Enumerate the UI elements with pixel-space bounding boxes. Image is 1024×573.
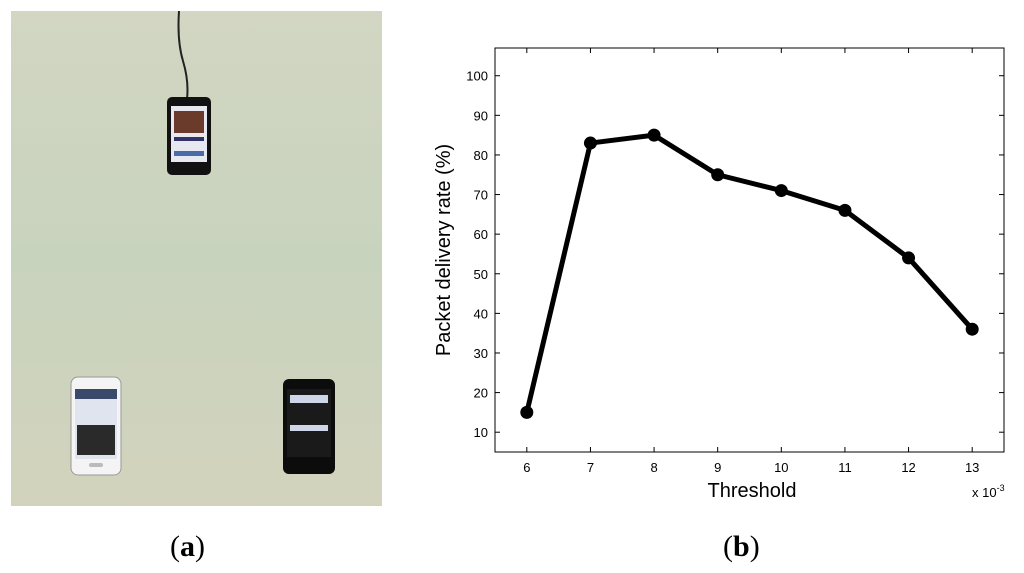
phone-charging-icon bbox=[167, 97, 211, 175]
data-point bbox=[520, 405, 534, 419]
x-multiplier-exponent: -3 bbox=[997, 483, 1005, 493]
x-tick-label: 8 bbox=[650, 460, 657, 475]
data-point bbox=[965, 322, 979, 336]
x-multiplier: x 10-3 bbox=[972, 483, 1005, 500]
y-axis-ticks: 10 20 30 40 50 60 70 80 90 100 bbox=[466, 69, 1004, 440]
x-tick-label: 7 bbox=[587, 460, 594, 475]
phone-keyboard-icon bbox=[70, 376, 122, 476]
y-tick-label: 90 bbox=[474, 108, 488, 123]
photo-panel bbox=[11, 11, 382, 506]
y-tick-label: 70 bbox=[474, 188, 488, 203]
plot-area bbox=[494, 47, 1005, 453]
data-point bbox=[902, 251, 916, 265]
line-chart: 10 20 30 40 50 60 70 80 90 100 6 7 8 9 10 11 12 13 Thres… bbox=[433, 47, 1005, 502]
y-tick-label: 30 bbox=[474, 346, 488, 361]
y-tick-label: 40 bbox=[474, 306, 488, 321]
series-line bbox=[524, 132, 975, 413]
x-tick-label: 9 bbox=[714, 460, 721, 475]
y-axis-title: Packet delivery rate (%) bbox=[433, 144, 455, 356]
x-axis-title: Threshold bbox=[708, 480, 797, 502]
data-points bbox=[520, 128, 979, 419]
x-tick-label: 10 bbox=[774, 460, 788, 475]
data-point bbox=[583, 136, 597, 150]
y-tick-label: 60 bbox=[474, 227, 488, 242]
x-tick-label: 6 bbox=[523, 460, 530, 475]
x-tick-label: 11 bbox=[838, 460, 852, 475]
data-point bbox=[647, 128, 661, 142]
panel-label-b: (b) bbox=[723, 530, 760, 563]
y-tick-label: 10 bbox=[474, 425, 488, 440]
data-point bbox=[774, 184, 788, 198]
y-tick-label: 20 bbox=[474, 386, 488, 401]
data-point bbox=[711, 168, 725, 182]
panel-label-a: (a) bbox=[170, 530, 205, 563]
y-tick-label: 100 bbox=[466, 69, 488, 84]
cable bbox=[177, 11, 189, 100]
x-axis-ticks: 6 7 8 9 10 11 12 13 bbox=[523, 48, 979, 475]
data-point bbox=[838, 203, 852, 217]
x-tick-label: 12 bbox=[901, 460, 915, 475]
y-tick-label: 80 bbox=[474, 148, 488, 163]
phone-dark-screen-icon bbox=[283, 379, 335, 474]
x-tick-label: 13 bbox=[965, 460, 979, 475]
y-tick-label: 50 bbox=[474, 267, 488, 282]
